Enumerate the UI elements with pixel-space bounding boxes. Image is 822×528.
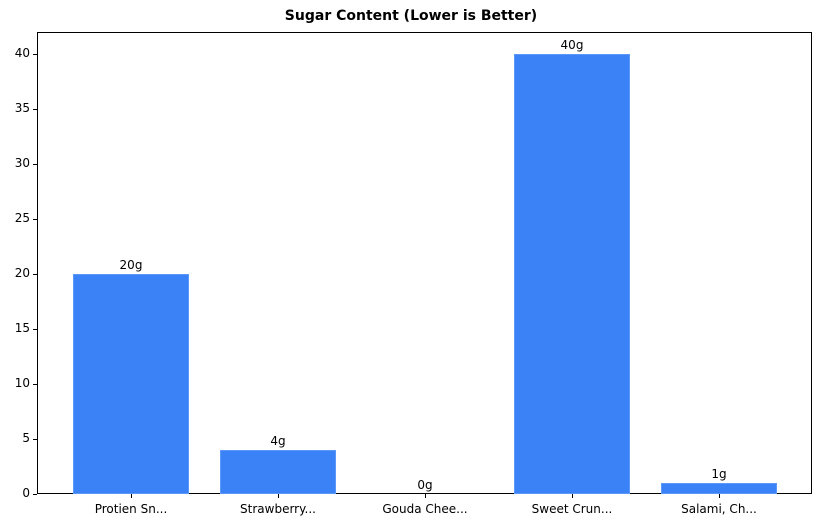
y-tick-mark [33,329,37,330]
y-tick-mark [33,109,37,110]
y-tick-label: 35 [14,101,30,115]
y-tick-mark [33,274,37,275]
bar [514,54,630,494]
y-tick-mark [33,494,37,495]
y-tick-mark [33,439,37,440]
x-tick-mark [425,494,426,498]
bar-value-label: 40g [560,38,584,52]
y-tick-label: 0 [22,486,30,500]
bar-value-label: 20g [119,258,143,272]
y-tick-label: 30 [14,156,30,170]
bar [661,483,777,494]
y-tick-label: 10 [14,376,30,390]
y-tick-label: 15 [14,321,30,335]
x-tick-mark [719,494,720,498]
y-tick-label: 40 [14,46,30,60]
bar-value-label: 0g [417,478,433,492]
y-tick-mark [33,54,37,55]
bar-value-label: 1g [711,467,727,481]
plot-area [37,32,812,494]
y-tick-mark [33,219,37,220]
x-tick-label: Protien Sn... [94,502,168,516]
x-tick-label: Gouda Chee... [382,502,468,516]
y-tick-label: 20 [14,266,30,280]
bar-value-label: 4g [270,434,286,448]
y-tick-mark [33,164,37,165]
chart-title: Sugar Content (Lower is Better) [284,8,538,24]
x-tick-mark [278,494,279,498]
y-tick-mark [33,384,37,385]
x-tick-label: Strawberry... [240,502,316,516]
x-tick-label: Salami, Ch... [681,502,757,516]
x-tick-mark [131,494,132,498]
x-tick-mark [572,494,573,498]
bar [220,450,336,494]
x-tick-label: Sweet Crun... [531,502,613,516]
bar [73,274,189,494]
y-tick-label: 5 [22,431,30,445]
y-tick-label: 25 [14,211,30,225]
